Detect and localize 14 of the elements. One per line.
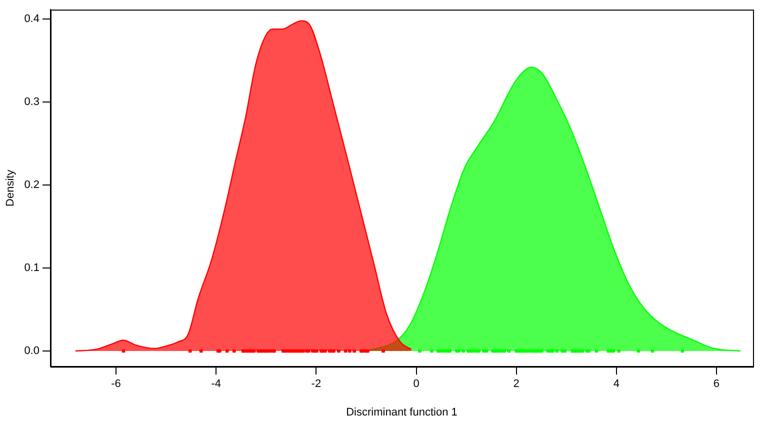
y-tick-label: 0.1	[24, 262, 40, 274]
x-tick-label: -4	[211, 378, 221, 390]
y-tick-label: 0.3	[24, 96, 40, 108]
y-axis-title: Density	[4, 169, 17, 206]
x-tick-label: 2	[513, 378, 520, 390]
x-tick-label: -2	[311, 378, 322, 390]
y-tick-label: 0.0	[24, 345, 40, 358]
x-tick-label: 6	[713, 378, 720, 390]
y-tick-label: 0.4	[24, 13, 40, 26]
x-tick-label: 4	[613, 378, 620, 390]
x-tick-label: -6	[111, 378, 121, 390]
x-axis-title: Discriminant function 1	[346, 406, 458, 418]
y-tick-label: 0.2	[24, 179, 40, 192]
x-tick-label: 0	[413, 378, 420, 390]
